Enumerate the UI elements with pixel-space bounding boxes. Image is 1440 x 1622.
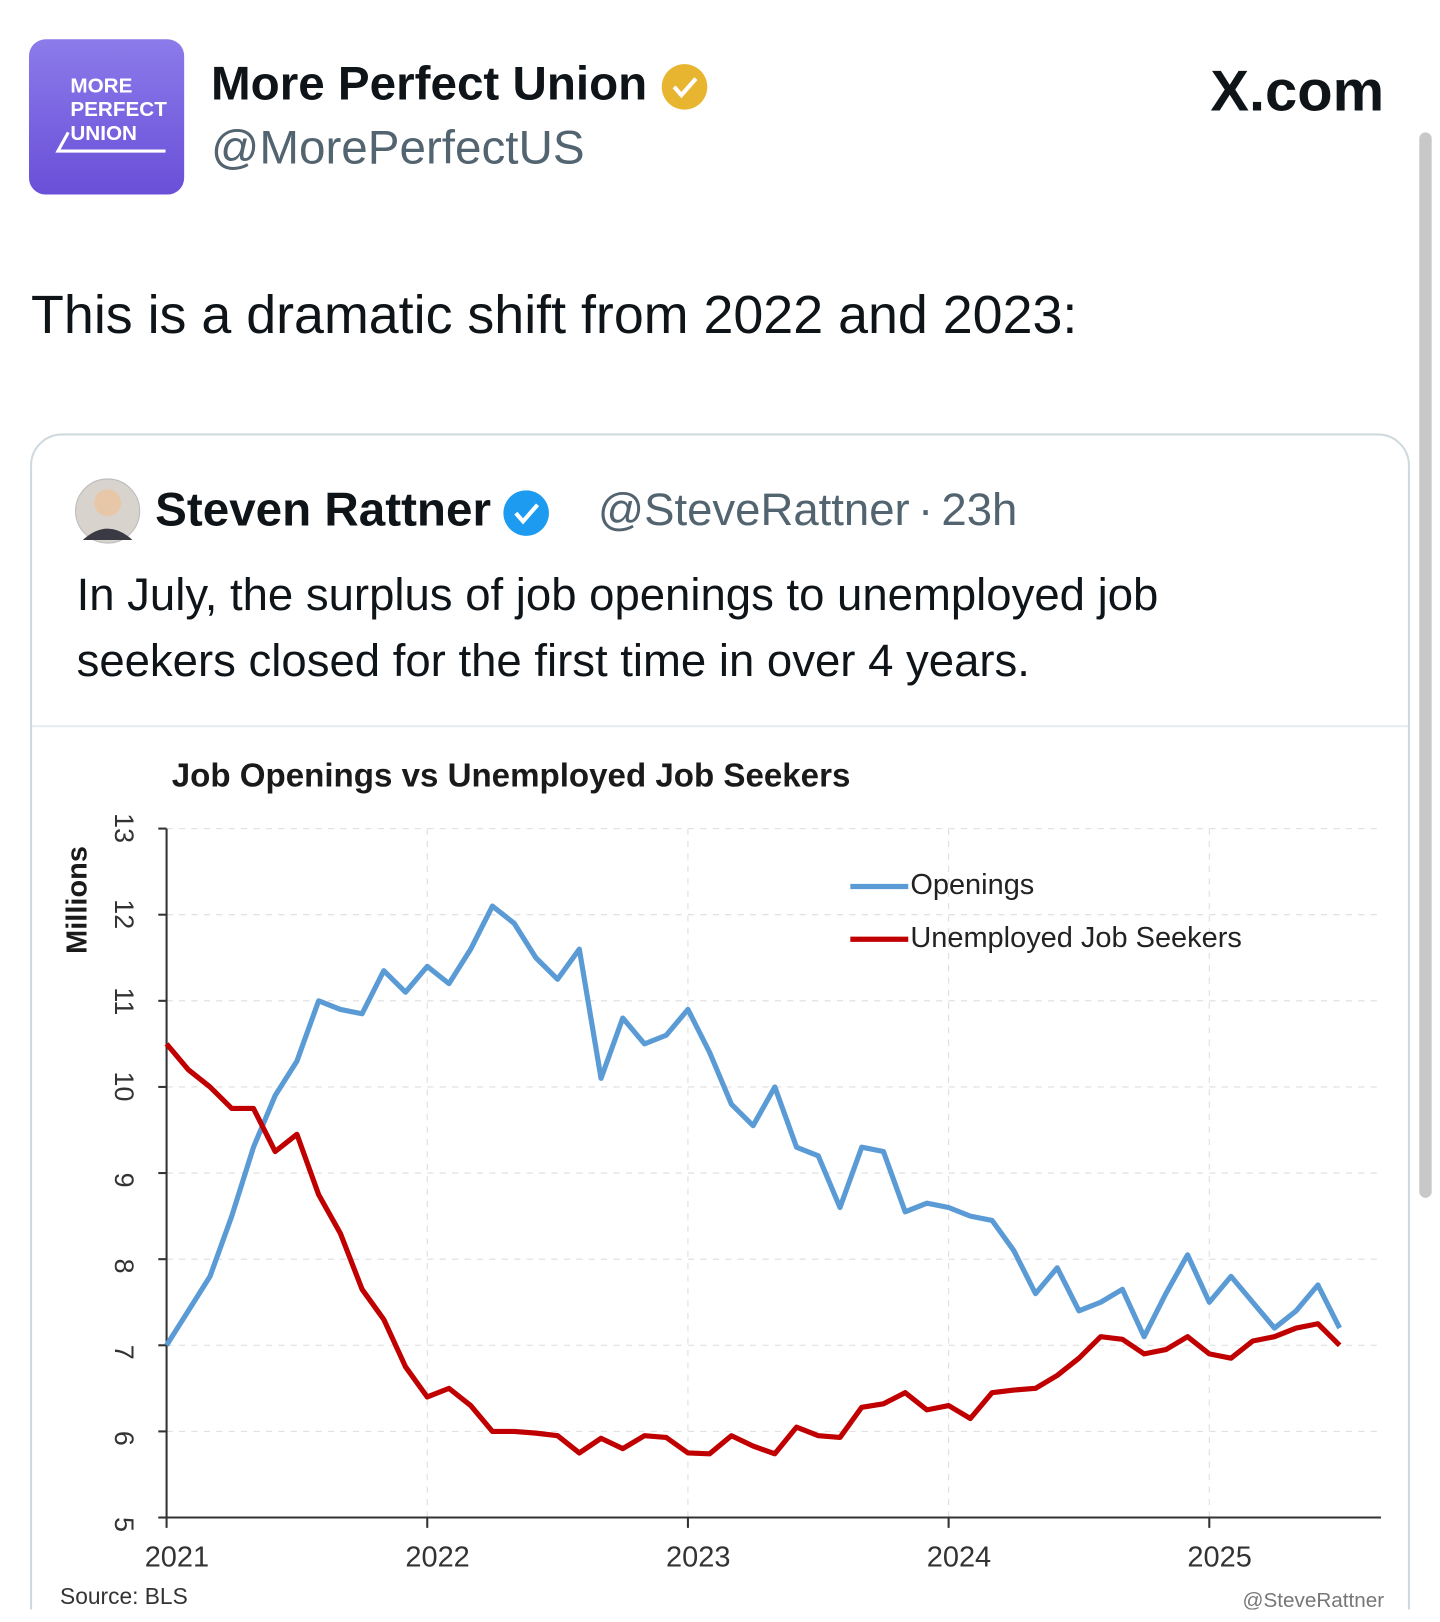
- chart-title: Job Openings vs Unemployed Job Seekers: [172, 758, 851, 795]
- y-tick-label: 11: [109, 987, 139, 1015]
- source: Source: BLS: [60, 1583, 188, 1609]
- verified-badge: [503, 490, 549, 536]
- x-tick-label: 2022: [405, 1542, 469, 1574]
- logo-text: UNION: [70, 122, 137, 145]
- quote-handle[interactable]: @SteveRattner: [598, 484, 910, 535]
- y-tick-label: 8: [109, 1259, 139, 1274]
- avatar[interactable]: [28, 39, 185, 195]
- y-tick-label: 12: [109, 899, 139, 929]
- series-line: [164, 1042, 1342, 1457]
- logo-text: MORE: [70, 74, 132, 97]
- quote-time: 23h: [941, 484, 1017, 535]
- post-text: This is a dramatic shift from 2022 and 2…: [31, 285, 1077, 345]
- scrollbar: [1419, 132, 1432, 1198]
- quote-avatar-face: [94, 489, 122, 517]
- credit: @SteveRattner: [1242, 1589, 1384, 1612]
- quote-text: In July, the surplus of job openings to …: [77, 569, 1159, 620]
- x-tick-label: 2024: [927, 1542, 991, 1574]
- y-tick-label: 10: [109, 1072, 139, 1102]
- separator: ·: [918, 484, 933, 535]
- x-tick-label: 2023: [666, 1542, 730, 1574]
- quote-text: seekers closed for the first time in ove…: [77, 635, 1030, 686]
- y-axis-label: Millions: [61, 846, 93, 954]
- author-handle[interactable]: @MorePerfectUS: [211, 122, 585, 175]
- author-name[interactable]: More Perfect Union: [211, 57, 647, 110]
- y-tick-label: 7: [109, 1345, 139, 1360]
- logo-line: [55, 131, 166, 153]
- site-label: X.com: [1210, 59, 1384, 123]
- verified-badge: [661, 64, 708, 110]
- crop-edge: [0, 1609, 1440, 1622]
- x-tick-label: 2025: [1187, 1542, 1251, 1574]
- logo-text: PERFECT: [70, 98, 167, 121]
- x-tick-label: 2021: [145, 1542, 209, 1574]
- y-tick-label: 5: [109, 1517, 139, 1532]
- y-tick-label: 6: [109, 1431, 139, 1446]
- y-tick-label: 9: [109, 1173, 139, 1188]
- quote-author-name[interactable]: Steven Rattner: [155, 484, 491, 537]
- legend-label: Unemployed Job Seekers: [910, 922, 1242, 954]
- quote-card[interactable]: [30, 433, 1410, 1622]
- legend-label: Openings: [910, 869, 1034, 901]
- quote-avatar-body: [82, 528, 133, 540]
- y-tick-label: 13: [109, 813, 139, 843]
- series-line: [164, 903, 1342, 1347]
